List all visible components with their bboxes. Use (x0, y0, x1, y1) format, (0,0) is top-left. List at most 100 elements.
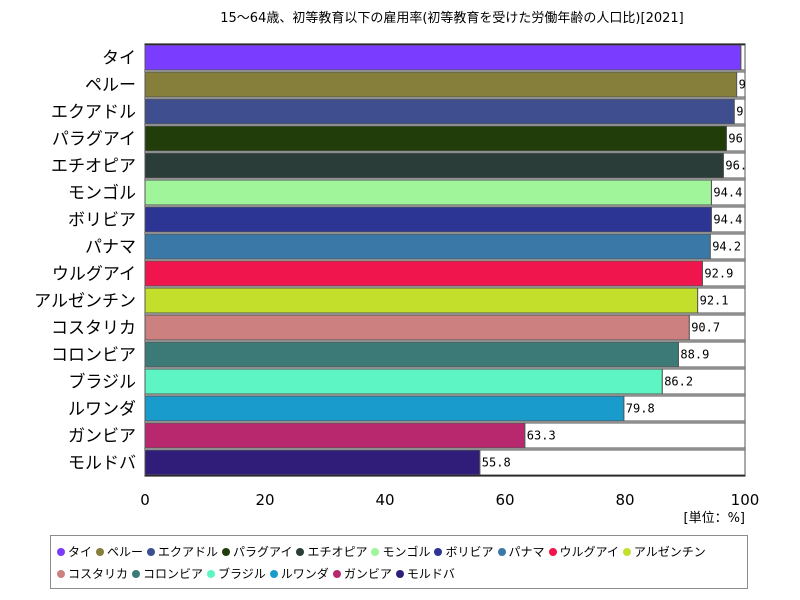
category-label: コスタリカ (51, 319, 136, 339)
value-label: 90.7 (691, 321, 720, 335)
x-tick-label: 40 (375, 491, 394, 509)
x-tick-label: 0 (140, 491, 150, 509)
x-tick-label: 100 (731, 491, 760, 509)
legend-row: コスタリカ コロンビア ブラジル ルワンダ ガンビア モルドバ (57, 563, 747, 585)
value-label: 92.1 (700, 294, 729, 308)
legend: タイ ペルー エクアドル パラグアイ エチオピア モンゴル ボリビア パナマ ウルグアイ アルゼン… (50, 535, 748, 589)
x-tick-label: 20 (255, 491, 274, 509)
value-label: 79.8 (626, 402, 655, 416)
bar (144, 260, 703, 287)
bar (144, 233, 711, 260)
bar (144, 44, 742, 71)
value-label: 96. (725, 159, 747, 173)
legend-label: エチオピア (307, 545, 368, 559)
legend-item: アルゼンチン (622, 542, 706, 562)
legend-marker (332, 570, 341, 578)
category-label: ウルグアイ (52, 265, 136, 285)
value-label-box (677, 341, 746, 368)
legend-marker (395, 570, 404, 578)
legend-marker (222, 548, 231, 556)
legend-item: ブラジル (207, 564, 266, 584)
value-label: 94.2 (712, 240, 741, 254)
legend-item: ガンビア (332, 564, 392, 584)
category-label: ペルー (85, 76, 136, 96)
value-label-box (709, 233, 746, 260)
category-label: ボリビア (68, 211, 136, 231)
legend-label: ガンビア (343, 567, 392, 581)
legend-label: ボリビア (445, 545, 494, 559)
legend-label: ブラジル (218, 567, 266, 581)
legend-label: パナマ (508, 545, 545, 559)
value-label-box (524, 422, 746, 449)
bar (144, 341, 679, 368)
legend-label: モンゴル (382, 545, 431, 559)
legend-item: エクアドル (147, 542, 218, 562)
legend-marker (96, 548, 105, 556)
bar (144, 125, 727, 152)
legend-marker (132, 570, 141, 578)
bar (144, 98, 735, 125)
legend-marker (147, 548, 156, 556)
value-label-box (740, 44, 746, 71)
legend-marker (207, 570, 216, 578)
category-label: エチオピア (51, 157, 136, 177)
category-label: タイ (102, 49, 136, 69)
value-label-box (479, 449, 746, 476)
category-label: コロンビア (51, 346, 136, 366)
category-label: モンゴル (68, 183, 136, 204)
category-label: パラグアイ (52, 130, 136, 150)
legend-item: パラグアイ (222, 542, 292, 562)
bar (144, 287, 699, 314)
bar (144, 395, 625, 422)
category-label: エクアドル (51, 103, 136, 123)
value-label: 63.3 (527, 429, 556, 443)
legend-marker (269, 570, 278, 578)
bar (144, 449, 481, 476)
legend-label: コロンビア (143, 567, 204, 581)
bar (144, 314, 690, 341)
value-label: 9 (736, 105, 743, 119)
bar (144, 422, 526, 449)
legend-marker (434, 548, 443, 556)
legend-item: コスタリカ (57, 564, 128, 584)
unit-label: [単位：%] (684, 510, 746, 526)
legend-item: ペルー (96, 542, 143, 562)
category-label: ガンビア (68, 427, 136, 447)
legend-label: パラグアイ (233, 545, 293, 559)
bar (144, 368, 663, 395)
legend-item: パナマ (497, 542, 545, 562)
value-label: 94.4 (713, 186, 742, 200)
x-tick-label: 60 (495, 491, 514, 509)
value-label-box (701, 260, 746, 287)
bars: 9 9 96 96. 94.4 94.4 94.2 92.9 92.1 90.7 88.9 86.2 7… (144, 44, 747, 476)
x-tick-label: 80 (615, 491, 634, 509)
bar (144, 71, 738, 98)
legend-row: タイ ペルー エクアドル パラグアイ エチオピア モンゴル ボリビア パナマ ウルグアイ アルゼン… (57, 541, 747, 563)
legend-marker (296, 548, 305, 556)
legend-marker (371, 548, 380, 556)
legend-marker (57, 570, 65, 578)
legend-marker (497, 548, 506, 556)
legend-item: ウルグアイ (548, 542, 619, 562)
value-label: 92.9 (704, 267, 733, 281)
value-label-box (710, 206, 746, 233)
category-label: モルドバ (68, 454, 136, 474)
category-label: ルワンダ (68, 400, 136, 420)
legend-marker (622, 548, 631, 556)
legend-item: モンゴル (371, 542, 430, 562)
legend-item: タイ (57, 542, 92, 562)
category-labels: タイペルーエクアドルパラグアイエチオピアモンゴルボリビアパナマウルグアイアルゼン… (34, 49, 136, 474)
value-label-box (623, 395, 746, 422)
value-label-box (661, 368, 746, 395)
value-label: 9 (739, 78, 746, 92)
value-label: 55.8 (482, 456, 511, 470)
legend-label: ウルグアイ (559, 545, 619, 559)
category-label: ブラジル (68, 372, 136, 393)
bar (144, 152, 724, 179)
legend-item: エチオピア (296, 542, 367, 562)
legend-label: ペルー (107, 545, 144, 559)
legend-label: コスタリカ (68, 567, 129, 581)
legend-marker (57, 548, 65, 556)
chart-title: 15～64歳、初等教育以下の雇用率(初等教育を受けた労働年齢の人口比)[2021… (220, 10, 683, 26)
